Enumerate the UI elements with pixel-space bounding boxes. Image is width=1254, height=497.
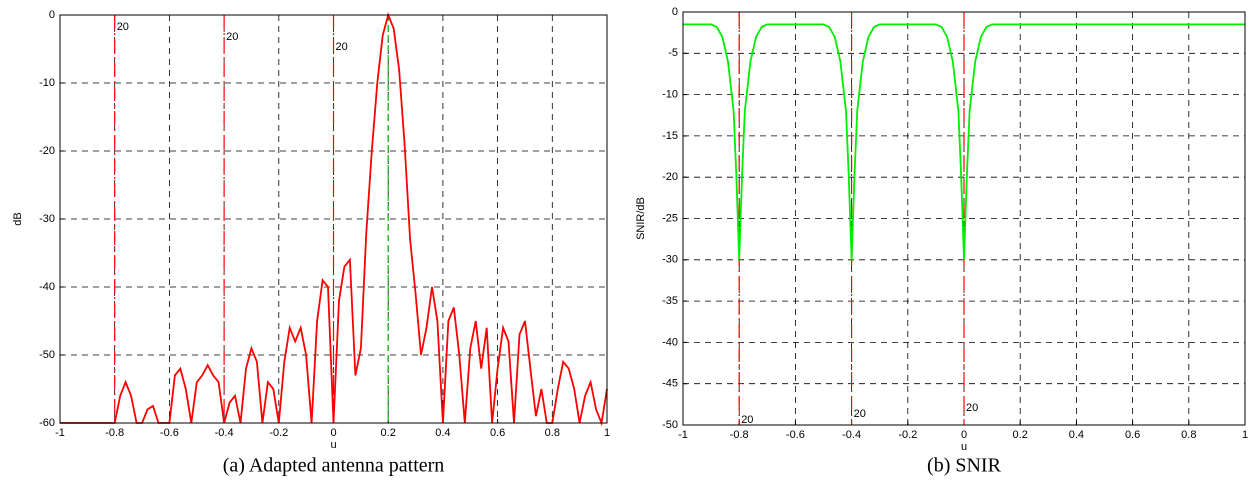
x-axis-label: u [330,439,336,451]
x-tick-label: -0.6 [160,427,179,439]
x-tick-label: 0.8 [1181,429,1196,441]
y-tick-label: -40 [39,281,55,293]
caption: (a) Adapted antenna pattern [223,455,445,477]
y-tick-label: -60 [39,417,55,429]
annotation: 20 [966,402,978,414]
x-tick-label: 0.4 [435,427,450,439]
y-tick-label: -15 [662,130,678,142]
y-tick-label: -45 [662,378,678,390]
x-tick-label: -1 [55,427,65,439]
y-tick-label: -20 [39,145,55,157]
y-tick-label: -40 [662,336,678,348]
y-tick-label: -20 [662,171,678,183]
x-tick-label: 0.8 [545,427,560,439]
x-tick-label: -0.8 [105,427,124,439]
caption: (b) SNIR [927,455,1002,477]
y-axis-label: dB [12,212,24,225]
annotation: 20 [854,408,866,420]
x-tick-label: -1 [678,429,688,441]
y-tick-label: 0 [672,6,678,18]
x-axis-label: u [961,441,967,453]
x-tick-label: 1 [604,427,610,439]
data-line [683,23,1245,260]
x-tick-label: -0.8 [730,429,749,441]
y-tick-label: -30 [39,213,55,225]
y-tick-label: -50 [662,419,678,431]
annotation: 20 [741,414,753,426]
x-tick-label: 0.4 [1069,429,1084,441]
x-tick-label: -0.6 [786,429,805,441]
x-tick-label: 0 [961,429,967,441]
y-tick-label: -10 [662,89,678,101]
y-tick-label: -35 [662,295,678,307]
y-axis-label: SNIR/dB [635,197,647,240]
y-tick-label: -10 [39,77,55,89]
annotation: 20 [336,41,348,53]
x-tick-label: -0.2 [898,429,917,441]
x-tick-label: -0.4 [215,427,234,439]
axes-frame [59,14,608,424]
axes-frame [682,11,1246,426]
y-tick-label: -50 [39,349,55,361]
y-tick-label: -25 [662,212,678,224]
x-tick-label: -0.2 [269,427,288,439]
x-tick-label: 0.2 [381,427,396,439]
x-tick-label: 0.6 [1125,429,1140,441]
y-tick-label: -30 [662,254,678,266]
y-tick-label: 0 [49,9,55,21]
data-line [60,12,608,427]
annotation: 20 [226,31,238,43]
annotation: 20 [117,21,129,33]
x-tick-label: 0 [330,427,336,439]
x-tick-label: 0.6 [490,427,505,439]
y-tick-label: -5 [668,47,678,59]
x-tick-label: 0.2 [1013,429,1028,441]
x-tick-label: -0.4 [842,429,861,441]
x-tick-label: 1 [1242,429,1248,441]
